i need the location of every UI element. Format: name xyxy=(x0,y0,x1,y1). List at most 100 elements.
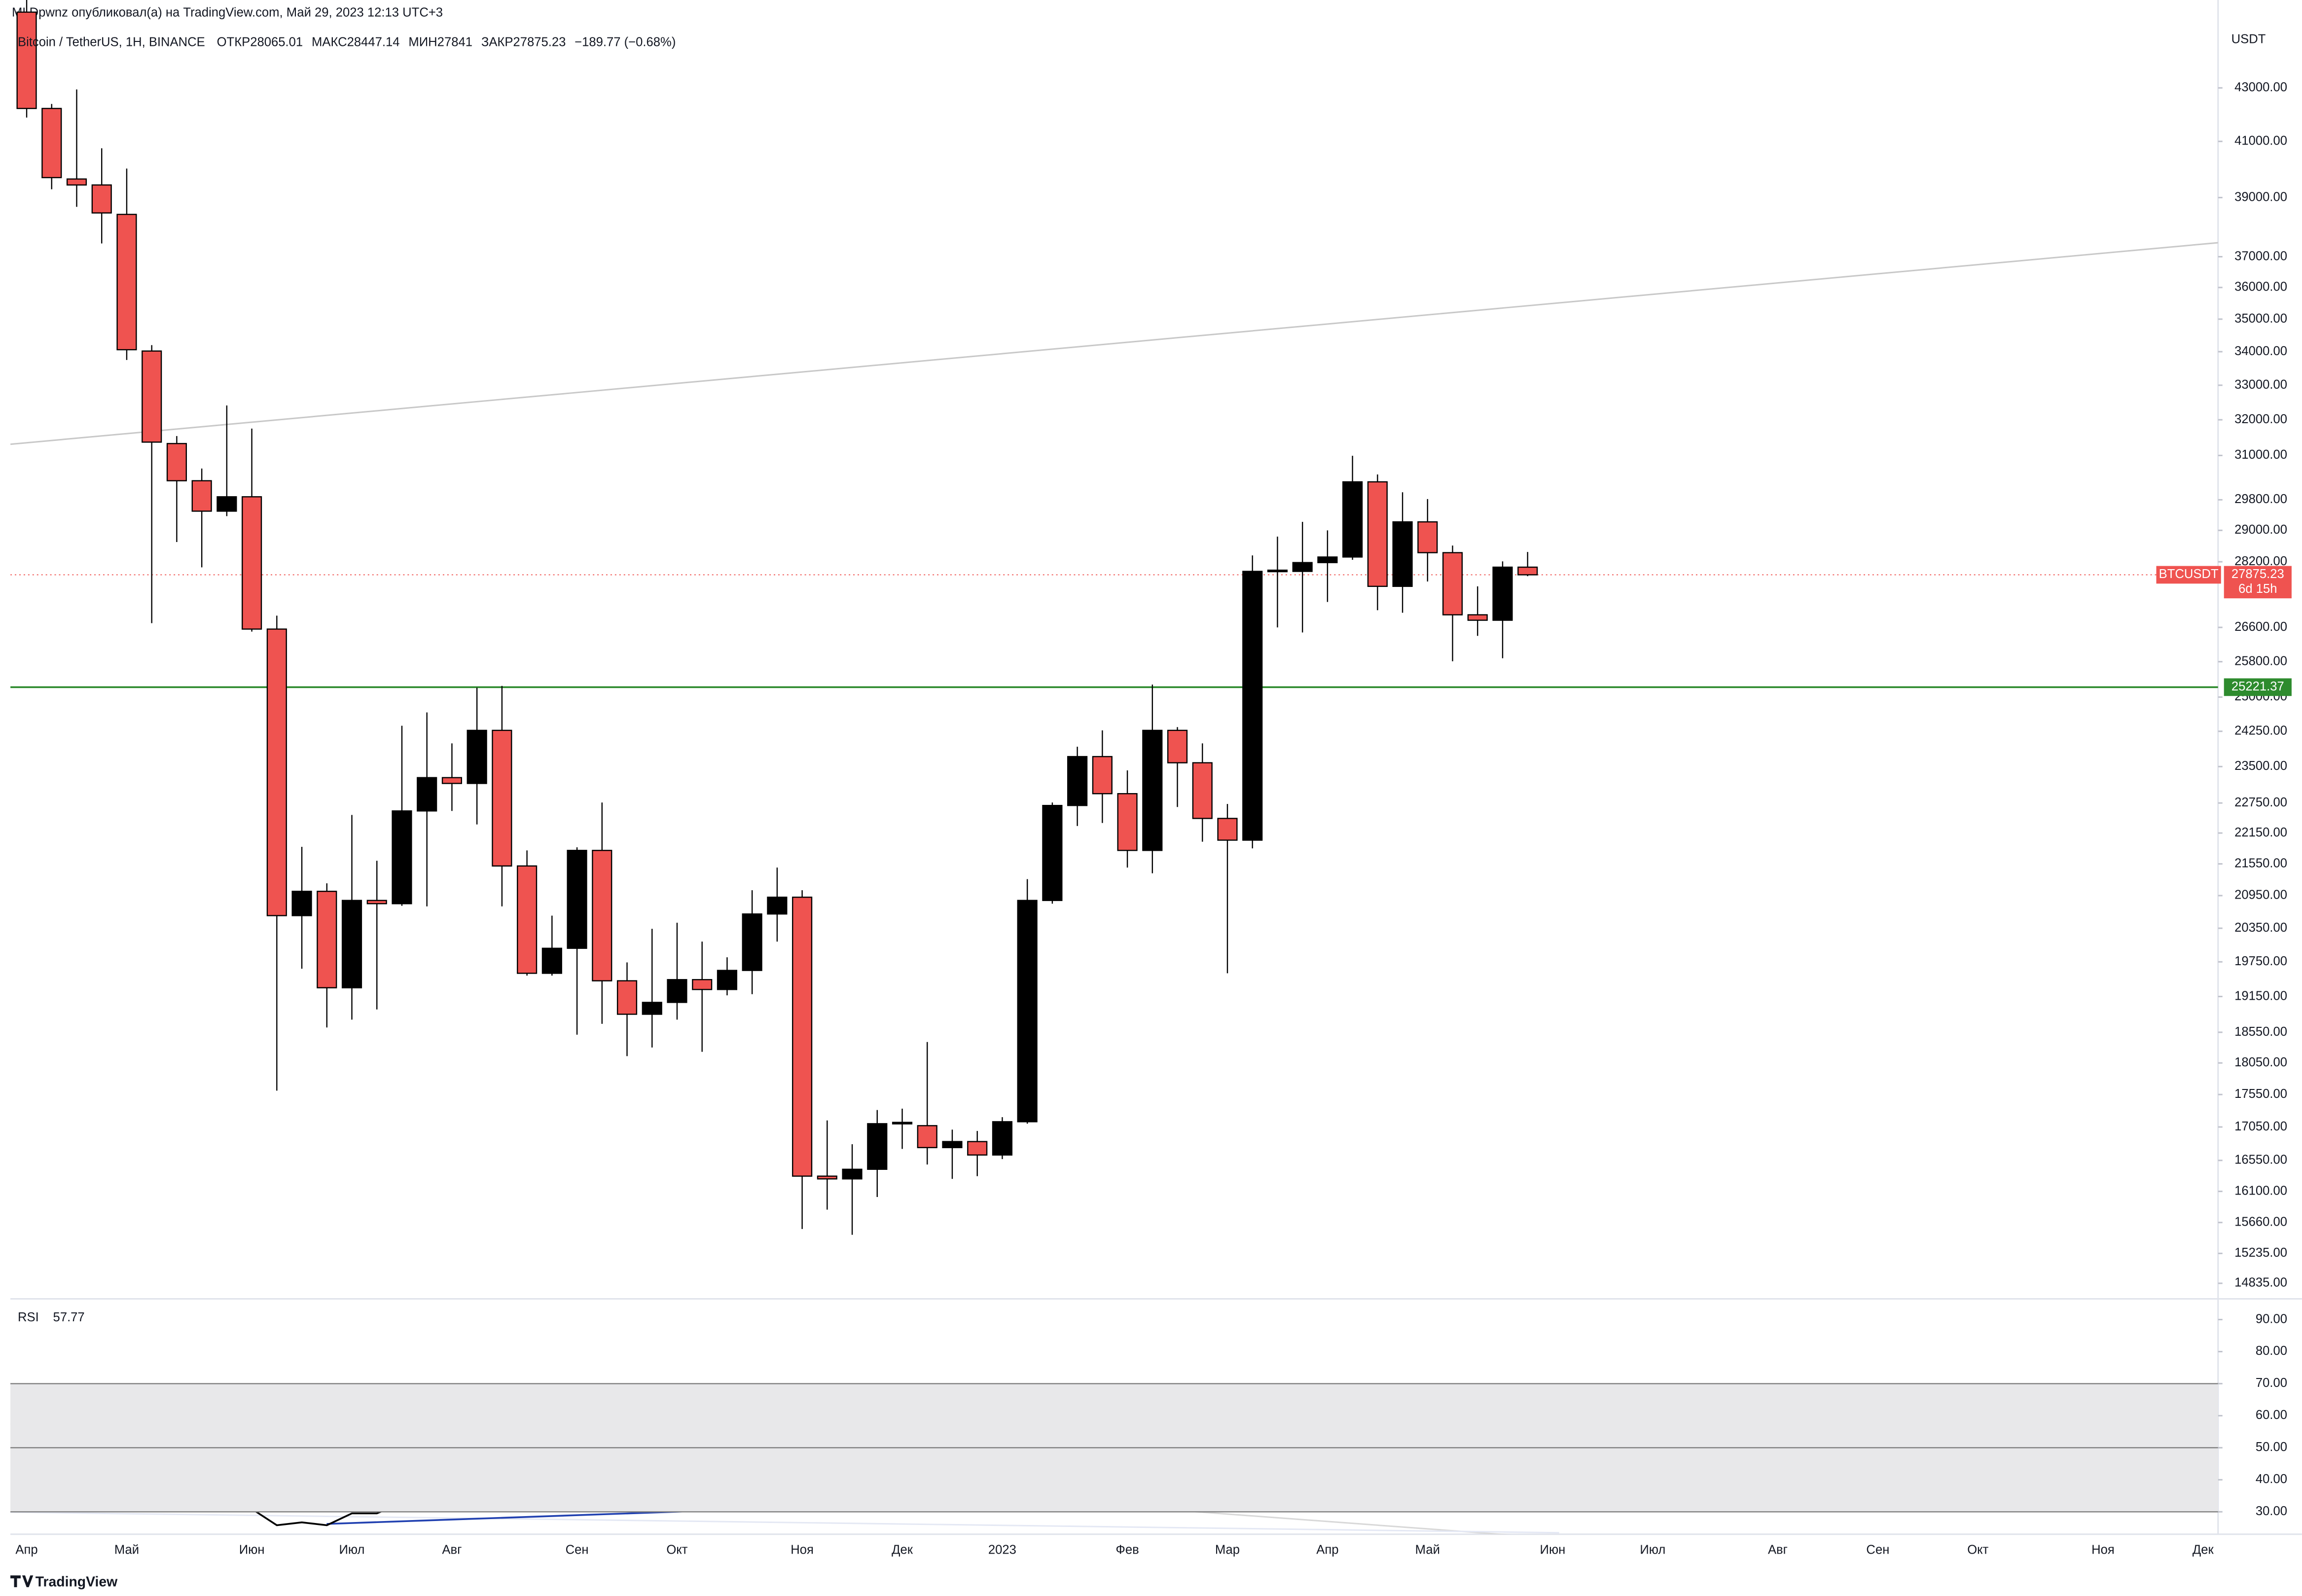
y-tick-label: 60.00 xyxy=(2256,1408,2287,1422)
candle-body xyxy=(892,1122,913,1124)
candle-body xyxy=(91,184,112,214)
candle-body xyxy=(567,850,587,949)
y-tick-label: 20350.00 xyxy=(2234,921,2287,935)
x-tick-label: Июн xyxy=(239,1543,265,1557)
rsi-title: RSI xyxy=(18,1310,39,1324)
candle-body xyxy=(541,947,562,974)
candle-body xyxy=(867,1123,888,1170)
change-value: −189.77 (−0.68%) xyxy=(575,35,676,49)
candle-body xyxy=(1117,793,1138,851)
x-tick-label: Дек xyxy=(892,1543,913,1557)
y-tick-label: 14835.00 xyxy=(2234,1276,2287,1290)
y-tick-label: 50.00 xyxy=(2256,1440,2287,1454)
logo: TradingView xyxy=(10,1574,118,1590)
symbol-tag xyxy=(2156,566,2221,584)
candle-body xyxy=(517,865,538,974)
ohlc-value: 27875.23 xyxy=(513,35,566,49)
candle-body xyxy=(116,214,137,351)
price-tag-countdown: 6d 15h xyxy=(2238,582,2277,596)
y-tick-label: 39000.00 xyxy=(2234,190,2287,204)
y-tick-label: 35000.00 xyxy=(2234,312,2287,326)
y-tick-label: 16100.00 xyxy=(2234,1184,2287,1197)
symbol-name: Bitcoin / TetherUS, 1H, BINANCE xyxy=(18,35,205,49)
candle-body xyxy=(1217,818,1238,841)
candle-body xyxy=(242,496,262,630)
candle-body xyxy=(1067,756,1088,806)
y-tick-label: 18050.00 xyxy=(2234,1055,2287,1069)
candle-body xyxy=(191,480,212,512)
candle-body xyxy=(341,900,362,988)
y-tick-label: 17550.00 xyxy=(2234,1087,2287,1101)
candle-body xyxy=(1092,756,1113,795)
x-tick-label: Окт xyxy=(1967,1543,1988,1557)
candle-body xyxy=(66,178,87,186)
y-tick-label: 25800.00 xyxy=(2234,654,2287,668)
candle-body xyxy=(1167,729,1188,763)
x-tick-label: Июн xyxy=(1540,1543,1566,1557)
candle-body xyxy=(1292,562,1313,572)
y-tick-label: 17050.00 xyxy=(2234,1120,2287,1133)
y-tick-label: 40.00 xyxy=(2256,1472,2287,1486)
y-tick-label: 26600.00 xyxy=(2234,620,2287,634)
x-tick-label: 2023 xyxy=(988,1543,1016,1557)
candle-body xyxy=(967,1141,988,1156)
x-tick-label: Ноя xyxy=(2091,1543,2115,1557)
x-tick-label: Июл xyxy=(339,1543,364,1557)
x-tick-label: Ноя xyxy=(791,1543,814,1557)
candle-body xyxy=(942,1141,963,1149)
y-tick-label: 70.00 xyxy=(2256,1376,2287,1390)
candle-body xyxy=(366,900,387,905)
y-tick-label: 19750.00 xyxy=(2234,954,2287,968)
ohlc-label: ЗАКР xyxy=(481,35,513,49)
y-tick-label: 24250.00 xyxy=(2234,724,2287,738)
candle-body xyxy=(1142,729,1163,851)
ohlc-value: 28065.01 xyxy=(250,35,303,49)
price-pane xyxy=(10,0,2218,1235)
y-tick-label: 20950.00 xyxy=(2234,888,2287,902)
candle-body xyxy=(1017,900,1038,1123)
x-tick-label: Окт xyxy=(666,1543,687,1557)
y-tick-label: 28200.00 xyxy=(2234,554,2287,568)
x-tick-label: Апр xyxy=(15,1543,37,1557)
y-tick-label: 30.00 xyxy=(2256,1504,2287,1518)
hline-value: 25221.37 xyxy=(2231,680,2284,693)
y-tick-label: 22750.00 xyxy=(2234,796,2287,809)
hline-tag xyxy=(2224,678,2292,696)
x-tick-label: Авг xyxy=(1768,1543,1788,1557)
y-tick-label: 90.00 xyxy=(2256,1312,2287,1326)
candle-body xyxy=(1242,571,1263,841)
x-tick-label: Мар xyxy=(1215,1543,1240,1557)
candle-body xyxy=(992,1121,1013,1156)
unit-label: USDT xyxy=(2231,32,2266,46)
trend-line xyxy=(10,242,2218,445)
y-tick-label: 15660.00 xyxy=(2234,1215,2287,1229)
x-tick-label: Авг xyxy=(442,1543,462,1557)
y-tick-label: 22150.00 xyxy=(2234,826,2287,839)
price-tag xyxy=(2224,566,2292,599)
y-tick-label: 33000.00 xyxy=(2234,378,2287,392)
candle-body xyxy=(592,850,612,981)
y-tick-label: 15235.00 xyxy=(2234,1246,2287,1260)
candle-body xyxy=(417,777,437,812)
ohlc-value: 27841 xyxy=(437,35,472,49)
candle-body xyxy=(1317,556,1338,563)
y-tick-label: 21550.00 xyxy=(2234,856,2287,870)
symbol-tag-label: BTCUSDT xyxy=(2159,567,2219,581)
price-tag-value: 27875.23 xyxy=(2231,567,2284,581)
candle-body xyxy=(1467,614,1488,621)
candle-body xyxy=(216,496,237,512)
x-tick-label: Сен xyxy=(566,1543,589,1557)
candle-body xyxy=(917,1125,937,1149)
candle-body xyxy=(1042,804,1063,901)
candle-body xyxy=(41,108,62,179)
candle-body xyxy=(1192,762,1213,819)
candle-body xyxy=(1342,481,1363,558)
y-tick-label: 41000.00 xyxy=(2234,134,2287,147)
y-tick-label: 23500.00 xyxy=(2234,759,2287,773)
rsi-trend-line xyxy=(10,1511,1559,1534)
candle-body xyxy=(1517,566,1538,576)
x-tick-label: Май xyxy=(1415,1543,1440,1557)
y-tick-label: 16550.00 xyxy=(2234,1153,2287,1167)
